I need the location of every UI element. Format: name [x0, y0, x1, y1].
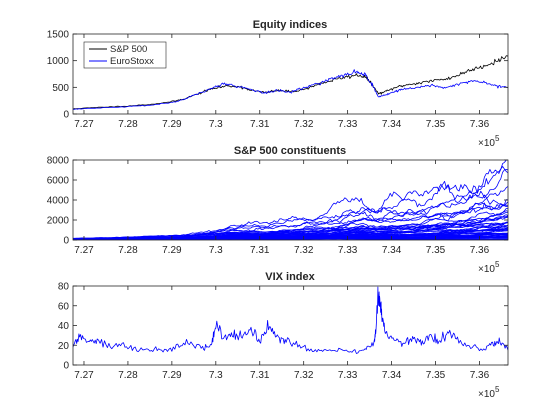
x-tick-label: 7.34: [382, 119, 402, 130]
axes-box: [72, 33, 509, 115]
series-layer: [73, 286, 508, 354]
chart-title: S&P 500 constituents: [234, 145, 346, 157]
y-tick-label: 1000: [47, 56, 70, 67]
x-tick-label: 7.29: [162, 119, 182, 130]
y-tick-label: 1500: [47, 30, 70, 41]
x-tick-label: 7.32: [294, 119, 314, 130]
x-exponent: 5: [495, 260, 500, 269]
series-line-1: [73, 286, 508, 354]
y-tick-label: 2000: [47, 216, 70, 227]
constituent-line-34: [73, 160, 508, 239]
x-tick-label: 7.36: [470, 370, 490, 381]
x-tick-label: 7.33: [338, 119, 358, 130]
y-tick-label: 20: [58, 341, 70, 352]
constituent-line-60: [73, 214, 508, 240]
x-tick-label: 7.28: [118, 119, 138, 130]
x-tick-label: 7.3: [209, 119, 223, 130]
x-tick-label: 7.33: [338, 370, 358, 381]
y-axis: 0 500 1000 1500: [47, 30, 508, 121]
y-tick-label: 40: [58, 321, 70, 332]
x-multiplier: ×10: [478, 389, 495, 400]
x-axis: 7.27 7.28 7.29 7.3 7.31 7.32 7.33 7.34 7.35 7.36: [74, 160, 490, 256]
x-tick-label: 7.27: [74, 119, 94, 130]
vix-panel: VIX index 7.27 7.28 7.29 7.3 7.31 7.32 7.33 7.3…: [58, 271, 509, 400]
x-tick-label: 7.35: [426, 245, 446, 256]
x-tick-label: 7.3: [209, 370, 223, 381]
legend: S&P 500 EuroStoxx: [83, 41, 167, 69]
series-line-2: [73, 69, 508, 110]
x-tick-label: 7.34: [382, 245, 402, 256]
y-tick-label: 8000: [47, 156, 70, 167]
x-tick-label: 7.36: [470, 119, 490, 130]
x-exponent: 5: [495, 134, 500, 143]
x-tick-label: 7.27: [74, 245, 94, 256]
x-exponent-label: ×105: [478, 385, 500, 400]
x-tick-label: 7.29: [162, 370, 182, 381]
x-tick-label: 7.36: [470, 245, 490, 256]
y-tick-label: 80: [58, 282, 70, 293]
constituent-line-33: [73, 201, 508, 240]
x-exponent-label: ×105: [478, 260, 500, 275]
y-tick-label: 4000: [47, 196, 70, 207]
x-multiplier: ×10: [478, 138, 495, 149]
x-multiplier: ×10: [478, 264, 495, 275]
constituent-line-25: [73, 186, 508, 240]
x-tick-label: 7.34: [382, 370, 402, 381]
x-exponent-label: ×105: [478, 134, 500, 149]
x-axis: 7.27 7.28 7.29 7.3 7.31 7.32 7.33 7.34 7.35 7.36: [74, 34, 490, 130]
y-tick-label: 0: [63, 361, 69, 372]
x-tick-label: 7.35: [426, 119, 446, 130]
x-tick-label: 7.35: [426, 370, 446, 381]
x-tick-label: 7.28: [118, 245, 138, 256]
y-axis: 0 20 40 60 80: [58, 282, 508, 372]
y-tick-label: 500: [52, 83, 69, 94]
y-tick-label: 0: [63, 110, 69, 121]
legend-label-eurostoxx: EuroStoxx: [110, 56, 154, 67]
x-tick-label: 7.29: [162, 245, 182, 256]
x-tick-label: 7.31: [250, 119, 270, 130]
x-exponent: 5: [495, 385, 500, 394]
y-tick-label: 6000: [47, 176, 70, 187]
x-tick-label: 7.31: [250, 370, 270, 381]
legend-box: [83, 41, 167, 69]
chart-title: VIX index: [265, 271, 315, 283]
legend-label-sp500: S&P 500: [110, 44, 147, 55]
x-tick-label: 7.3: [209, 245, 223, 256]
x-axis: 7.27 7.28 7.29 7.3 7.31 7.32 7.33 7.34 7.35 7.36: [74, 286, 490, 381]
axes-box: [72, 285, 509, 366]
equity-indices-panel: Equity indices 7.27 7.28 7.29 7.3 7.31 7.32 7.…: [47, 19, 509, 149]
x-tick-label: 7.27: [74, 370, 94, 381]
x-tick-label: 7.33: [338, 245, 358, 256]
series-layer: [73, 160, 508, 240]
constituents-panel: S&P 500 constituents 7.27 7.28 7.29 7.3 7.31…: [47, 145, 509, 275]
x-tick-label: 7.28: [118, 370, 138, 381]
constituent-line-58: [73, 232, 508, 240]
x-tick-label: 7.31: [250, 245, 270, 256]
y-axis: 0 2000 4000 6000 8000: [47, 156, 508, 247]
x-tick-label: 7.32: [294, 370, 314, 381]
series-line-1: [73, 55, 508, 110]
y-tick-label: 60: [58, 301, 70, 312]
y-tick-label: 0: [63, 236, 69, 247]
x-tick-label: 7.32: [294, 245, 314, 256]
series-layer: [73, 55, 508, 110]
chart-title: Equity indices: [253, 19, 328, 31]
